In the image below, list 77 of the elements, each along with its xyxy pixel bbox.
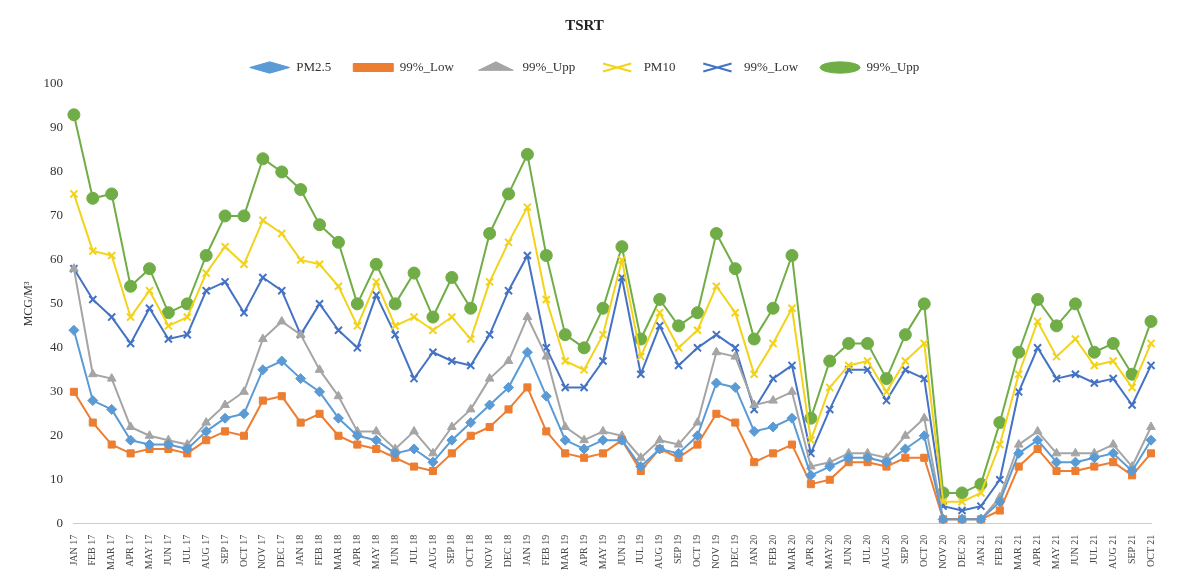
x-tick-label: FEB 21	[993, 534, 1005, 566]
x-tick-label: OCT 19	[691, 534, 703, 568]
x-tick-label: NOV 19	[710, 534, 722, 569]
x-tick-label: JUN 18	[388, 534, 400, 566]
y-tick-label: 0	[56, 515, 63, 531]
x-tick-label: FEB 18	[313, 534, 325, 566]
y-tick-label: 100	[43, 75, 63, 91]
y-tick-label: 90	[49, 119, 63, 135]
x-tick-label: AUG 19	[653, 534, 665, 569]
x-tick-label: AUG 21	[1106, 534, 1118, 569]
x-tick-label: MAY 21	[1050, 534, 1062, 570]
x-tick-label: FEB 17	[86, 534, 98, 566]
legend-label: PM2.5	[296, 58, 332, 74]
y-tick-label: 60	[49, 251, 63, 267]
x-tick-label: JAN 20	[747, 534, 759, 566]
x-tick-label: SEP 18	[445, 534, 457, 565]
x-tick-label: DEC 18	[502, 534, 514, 568]
x-tick-label: OCT 17	[237, 534, 249, 568]
legend-label: PM10	[643, 58, 676, 74]
x-tick-label: MAR 18	[332, 534, 344, 571]
x-tick-label: APR 19	[577, 534, 589, 567]
x-tick-label: APR 18	[350, 534, 362, 567]
x-tick-label: MAY 20	[823, 534, 835, 570]
y-tick-label: 40	[49, 339, 63, 355]
y-tick-label: 20	[49, 427, 63, 443]
x-tick-label: FEB 20	[766, 534, 778, 566]
x-tick-label: DEC 19	[728, 534, 740, 568]
x-tick-label: MAY 17	[143, 534, 155, 570]
x-tick-label: JAN 17	[67, 534, 79, 566]
x-tick-label: SEP 21	[1125, 534, 1137, 565]
x-tick-label: APR 20	[804, 534, 816, 567]
x-tick-label: JUL 19	[634, 534, 646, 565]
x-tick-label: MAR 19	[558, 534, 570, 571]
x-tick-label: NOV 20	[936, 534, 948, 569]
x-tick-label: JAN 18	[294, 534, 306, 566]
x-tick-label: SEP 19	[672, 534, 684, 565]
legend-label: 99%_Low	[743, 58, 799, 74]
x-tick-label: MAR 17	[105, 534, 117, 571]
x-tick-label: MAR 20	[785, 534, 797, 571]
legend-label: 99%_Low	[399, 58, 455, 74]
y-axis-title: MCG/M³	[21, 280, 36, 327]
x-tick-label: DEC 17	[275, 534, 287, 568]
x-tick-label: OCT 18	[464, 534, 476, 568]
x-tick-label: NOV 17	[256, 534, 268, 569]
x-tick-label: JUL 21	[1087, 534, 1099, 565]
legend-label: 99%_Upp	[866, 58, 920, 74]
x-tick-label: MAY 19	[596, 534, 608, 570]
x-tick-label: AUG 18	[426, 534, 438, 569]
x-tick-label: OCT 21	[1144, 534, 1156, 568]
y-tick-label: 50	[49, 295, 63, 311]
x-tick-label: APR 21	[1031, 534, 1043, 567]
x-tick-label: SEP 20	[898, 534, 910, 565]
x-tick-label: OCT 20	[917, 534, 929, 568]
x-tick-label: MAY 18	[369, 534, 381, 570]
x-tick-label: SEP 17	[218, 534, 230, 565]
x-tick-label: JUN 21	[1069, 534, 1081, 566]
y-tick-label: 30	[49, 383, 63, 399]
x-tick-label: NOV 18	[483, 534, 495, 569]
y-tick-label: 70	[49, 207, 63, 223]
x-tick-label: JAN 21	[974, 534, 986, 566]
x-tick-label: FEB 19	[539, 534, 551, 566]
legend-label: 99%_Upp	[522, 58, 576, 74]
x-tick-label: AUG 17	[199, 534, 211, 569]
x-tick-label: JAN 19	[521, 534, 533, 566]
x-tick-label: MAR 21	[1012, 534, 1024, 571]
chart-title: TSRT	[565, 16, 604, 33]
x-tick-label: JUN 19	[615, 534, 627, 566]
x-tick-label: JUL 18	[407, 534, 419, 565]
y-tick-label: 10	[49, 471, 63, 487]
x-tick-label: JUN 20	[842, 534, 854, 566]
x-tick-label: DEC 20	[955, 534, 967, 568]
x-tick-label: JUL 20	[861, 534, 873, 565]
x-tick-label: APR 17	[124, 534, 136, 567]
x-tick-label: JUN 17	[162, 534, 174, 566]
x-tick-label: JUL 17	[180, 534, 192, 565]
y-tick-label: 80	[49, 163, 63, 179]
x-tick-label: AUG 20	[880, 534, 892, 569]
